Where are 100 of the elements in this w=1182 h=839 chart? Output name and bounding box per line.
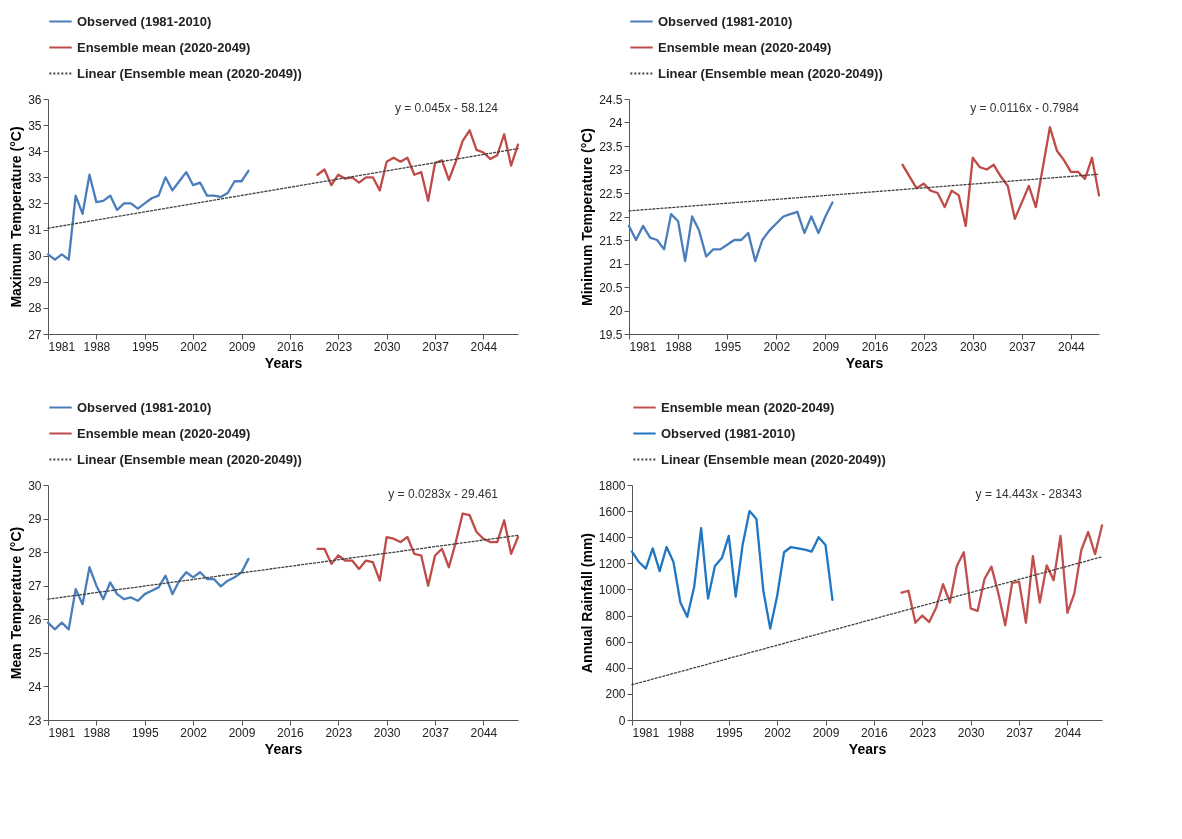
x-tick-label: 2037 (422, 725, 450, 740)
line-series (900, 524, 1104, 627)
annotation: y = 0.0283x - 29.461 (388, 487, 499, 501)
y-axis-title: Minimum Temperature (°C) (579, 127, 596, 307)
x-tick-label: 2044 (470, 725, 498, 740)
y-tick-label: 19.5 (599, 327, 623, 342)
y-tick-label: 36 (28, 92, 42, 107)
x-tick-label: 1988 (83, 339, 111, 354)
line-series (46, 169, 250, 261)
y-tick-label: 27 (28, 327, 42, 342)
x-tick-label: 2037 (422, 339, 450, 354)
x-axis-title: Years (264, 354, 303, 371)
legend-label: Linear (Ensemble mean (2020-2049)) (661, 451, 886, 467)
x-tick-label: 1995 (131, 339, 159, 354)
x-tick-label: 2002 (180, 725, 208, 740)
y-tick-label: 34 (28, 144, 42, 159)
legend-label: Linear (Ensemble mean (2020-2049)) (77, 65, 302, 81)
y-tick-label: 23 (28, 713, 42, 728)
y-tick-label: 28 (28, 545, 42, 560)
y-tick-label: 22.5 (599, 186, 623, 201)
x-tick-label: 2016 (277, 725, 305, 740)
y-tick-label: 20.5 (599, 280, 623, 295)
x-tick-label: 1988 (665, 339, 693, 354)
x-axis-title: Years (264, 740, 303, 757)
x-tick-label: 2044 (1054, 725, 1082, 740)
y-tick-label: 20 (609, 304, 623, 318)
y-tick-label: 24.5 (599, 92, 623, 107)
y-axis-title: Mean Temperature (°C) (8, 526, 25, 680)
legend-label: Ensemble mean (2020-2049) (661, 399, 835, 415)
y-tick-label: 200 (605, 687, 626, 702)
x-tick-label: 2009 (228, 725, 256, 740)
y-tick-label: 32 (28, 196, 42, 211)
y-tick-label: 24 (28, 679, 42, 694)
y-tick-label: 21.5 (599, 233, 623, 248)
y-tick-label: 26 (28, 612, 42, 627)
y-tick-label: 1800 (598, 478, 626, 493)
y-tick-label: 35 (28, 118, 42, 133)
x-tick-label: 2002 (763, 339, 791, 354)
x-tick-label: 1995 (715, 725, 743, 740)
y-tick-label: 30 (28, 249, 42, 264)
y-tick-label: 1400 (598, 530, 626, 545)
legend-label: Ensemble mean (2020-2049) (658, 39, 832, 55)
y-tick-label: 28 (28, 301, 42, 316)
y-tick-label: 22 (609, 210, 623, 224)
x-tick-label: 2030 (959, 339, 987, 354)
x-tick-label: 2016 (277, 339, 305, 354)
x-tick-label: 2002 (764, 725, 792, 740)
y-tick-label: 23.5 (599, 139, 623, 154)
y-tick-label: 31 (28, 223, 42, 238)
line-series (630, 509, 834, 630)
legend-label: Linear (Ensemble mean (2020-2049)) (658, 65, 883, 81)
legend-label: Observed (1981-2010) (77, 13, 212, 29)
x-tick-label: 2016 (861, 725, 889, 740)
line-series (46, 557, 250, 631)
y-tick-label: 600 (605, 635, 626, 650)
x-tick-label: 2016 (861, 339, 889, 354)
x-tick-label: 1981 (632, 725, 660, 740)
x-tick-label: 2009 (812, 725, 840, 740)
y-tick-label: 0 (618, 713, 626, 728)
y-axis-title: Maximum Temperature (°C) (8, 126, 25, 308)
y-tick-label: 29 (28, 275, 42, 290)
legend-label: Linear (Ensemble mean (2020-2049)) (77, 451, 302, 467)
x-tick-label: 2037 (1008, 339, 1037, 354)
legend-label: Observed (1981-2010) (77, 399, 212, 415)
y-tick-label: 1600 (598, 504, 626, 519)
x-tick-label: 1981 (629, 339, 657, 354)
x-axis-title: Years (845, 354, 884, 371)
x-tick-label: 2030 (373, 339, 401, 354)
x-tick-label: 2002 (180, 339, 208, 354)
x-tick-label: 1981 (48, 339, 76, 354)
annotation: y = 14.443x - 28343 (975, 487, 1083, 501)
y-axis-title: Annual Rainfall (mm) (578, 532, 595, 674)
y-tick-label: 400 (605, 661, 626, 676)
y-tick-label: 800 (605, 609, 626, 624)
y-tick-label: 27 (28, 579, 42, 594)
y-tick-label: 24 (609, 116, 623, 130)
x-tick-label: 2023 (909, 725, 937, 740)
legend-label: Observed (1981-2010) (658, 13, 793, 29)
y-tick-label: 25 (28, 646, 42, 661)
x-tick-label: 1995 (714, 339, 742, 354)
y-tick-label: 23 (609, 163, 623, 177)
legend-label: Ensemble mean (2020-2049) (77, 425, 251, 441)
line-series (627, 201, 834, 263)
x-tick-label: 1988 (83, 725, 111, 740)
y-tick-label: 1000 (598, 582, 626, 597)
y-tick-label: 29 (28, 512, 42, 527)
y-tick-label: 21 (609, 257, 623, 271)
line-series (316, 512, 520, 587)
x-tick-label: 1995 (131, 725, 159, 740)
x-tick-label: 2023 (325, 725, 353, 740)
legend-label: Ensemble mean (2020-2049) (77, 39, 251, 55)
line-series (316, 129, 520, 202)
line-series (901, 126, 1101, 228)
x-tick-label: 2009 (812, 339, 840, 354)
x-tick-label: 2030 (373, 725, 401, 740)
y-tick-label: 30 (28, 478, 42, 493)
x-tick-label: 1981 (48, 725, 76, 740)
y-tick-label: 1200 (598, 556, 626, 571)
x-tick-label: 2044 (470, 339, 498, 354)
annotation: y = 0.0116x - 0.7984 (970, 101, 1080, 115)
